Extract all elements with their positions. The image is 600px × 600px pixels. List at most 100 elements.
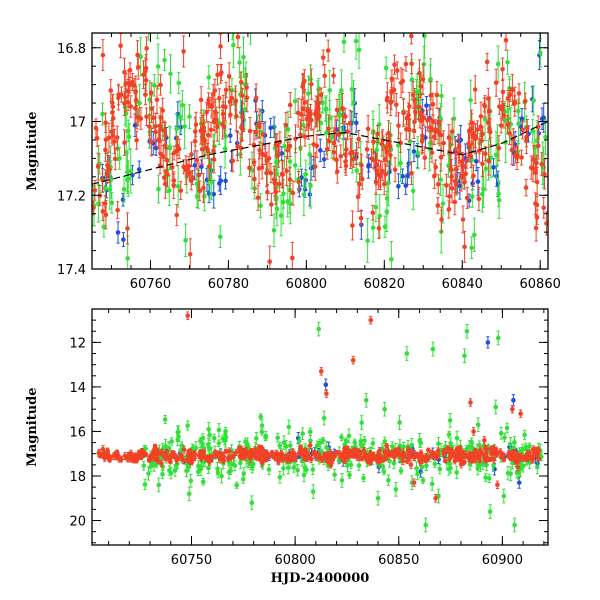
x-tick-label: 60800 xyxy=(286,277,327,292)
data-point xyxy=(543,119,548,155)
data-point xyxy=(256,108,262,138)
data-point xyxy=(417,433,422,448)
data-point xyxy=(324,457,330,463)
data-point xyxy=(484,52,490,71)
data-point xyxy=(353,33,359,60)
x-axis-title: HJD-2400000 xyxy=(271,571,370,586)
data-point xyxy=(290,180,296,206)
data-point xyxy=(247,116,253,146)
data-point xyxy=(396,446,402,453)
data-point xyxy=(414,452,420,459)
data-point xyxy=(133,92,139,108)
data-point xyxy=(122,129,127,156)
data-point xyxy=(432,450,438,459)
data-point xyxy=(321,410,327,426)
data-point xyxy=(253,453,258,460)
data-point xyxy=(507,121,512,146)
data-point xyxy=(271,213,277,248)
data-point xyxy=(295,464,300,477)
data-point xyxy=(178,181,184,201)
data-point xyxy=(249,495,255,511)
data-point xyxy=(356,33,362,69)
data-point xyxy=(392,157,398,183)
data-point xyxy=(252,446,258,455)
series-1 xyxy=(141,321,544,533)
y-tick-label: 14 xyxy=(69,381,86,396)
data-point xyxy=(302,126,308,147)
data-point xyxy=(158,459,164,467)
data-point xyxy=(471,427,476,436)
data-point xyxy=(511,449,516,457)
data-point xyxy=(187,448,193,453)
data-point xyxy=(111,452,116,460)
data-point xyxy=(98,453,103,458)
data-point xyxy=(368,315,374,325)
data-point xyxy=(408,454,413,460)
data-point xyxy=(508,466,513,482)
data-point xyxy=(121,176,127,203)
data-point xyxy=(247,158,252,178)
data-point xyxy=(307,143,313,165)
data-point xyxy=(503,121,508,164)
data-point xyxy=(448,462,453,474)
data-point xyxy=(122,57,127,87)
data-point xyxy=(228,104,233,125)
data-point xyxy=(357,173,362,196)
data-point xyxy=(370,204,376,221)
data-point xyxy=(227,128,233,143)
data-point xyxy=(339,433,344,441)
data-point xyxy=(200,130,205,146)
data-point xyxy=(320,49,326,66)
data-point xyxy=(365,459,370,464)
data-point xyxy=(273,179,279,205)
data-point xyxy=(296,171,302,193)
data-point xyxy=(403,176,409,195)
data-point xyxy=(312,152,318,181)
data-point xyxy=(534,209,540,226)
data-point xyxy=(149,127,154,157)
data-point xyxy=(275,432,280,443)
data-point xyxy=(268,117,273,138)
data-point xyxy=(171,145,177,161)
data-point xyxy=(332,468,337,481)
data-point xyxy=(353,112,359,133)
data-point xyxy=(169,437,174,446)
data-point xyxy=(429,142,435,163)
data-point xyxy=(280,455,285,463)
data-point xyxy=(216,88,222,109)
data-point xyxy=(192,131,198,152)
data-point xyxy=(237,445,242,452)
data-point xyxy=(380,129,385,151)
data-point xyxy=(409,53,414,75)
data-point xyxy=(259,419,265,433)
data-point xyxy=(516,453,522,461)
data-point xyxy=(398,467,404,475)
data-point xyxy=(530,119,535,144)
data-point xyxy=(373,192,379,223)
data-point xyxy=(310,484,316,499)
data-point xyxy=(317,100,322,132)
data-point xyxy=(393,481,399,497)
data-point xyxy=(309,109,314,131)
data-point xyxy=(230,149,236,173)
plot-area xyxy=(92,33,548,269)
data-point xyxy=(176,426,181,438)
data-point xyxy=(542,159,547,190)
data-point xyxy=(420,476,426,484)
data-point xyxy=(227,85,233,118)
data-point xyxy=(219,451,225,459)
data-point xyxy=(141,60,146,90)
data-point xyxy=(281,435,287,450)
data-point xyxy=(359,415,364,430)
data-point xyxy=(349,450,355,458)
data-point xyxy=(390,449,396,456)
data-point xyxy=(423,517,429,533)
data-point xyxy=(510,404,515,414)
data-point xyxy=(541,196,547,219)
data-point xyxy=(520,120,525,140)
data-point xyxy=(324,389,329,398)
data-point xyxy=(249,151,255,190)
data-point xyxy=(134,105,140,130)
data-point xyxy=(512,95,517,112)
data-point xyxy=(375,490,381,506)
